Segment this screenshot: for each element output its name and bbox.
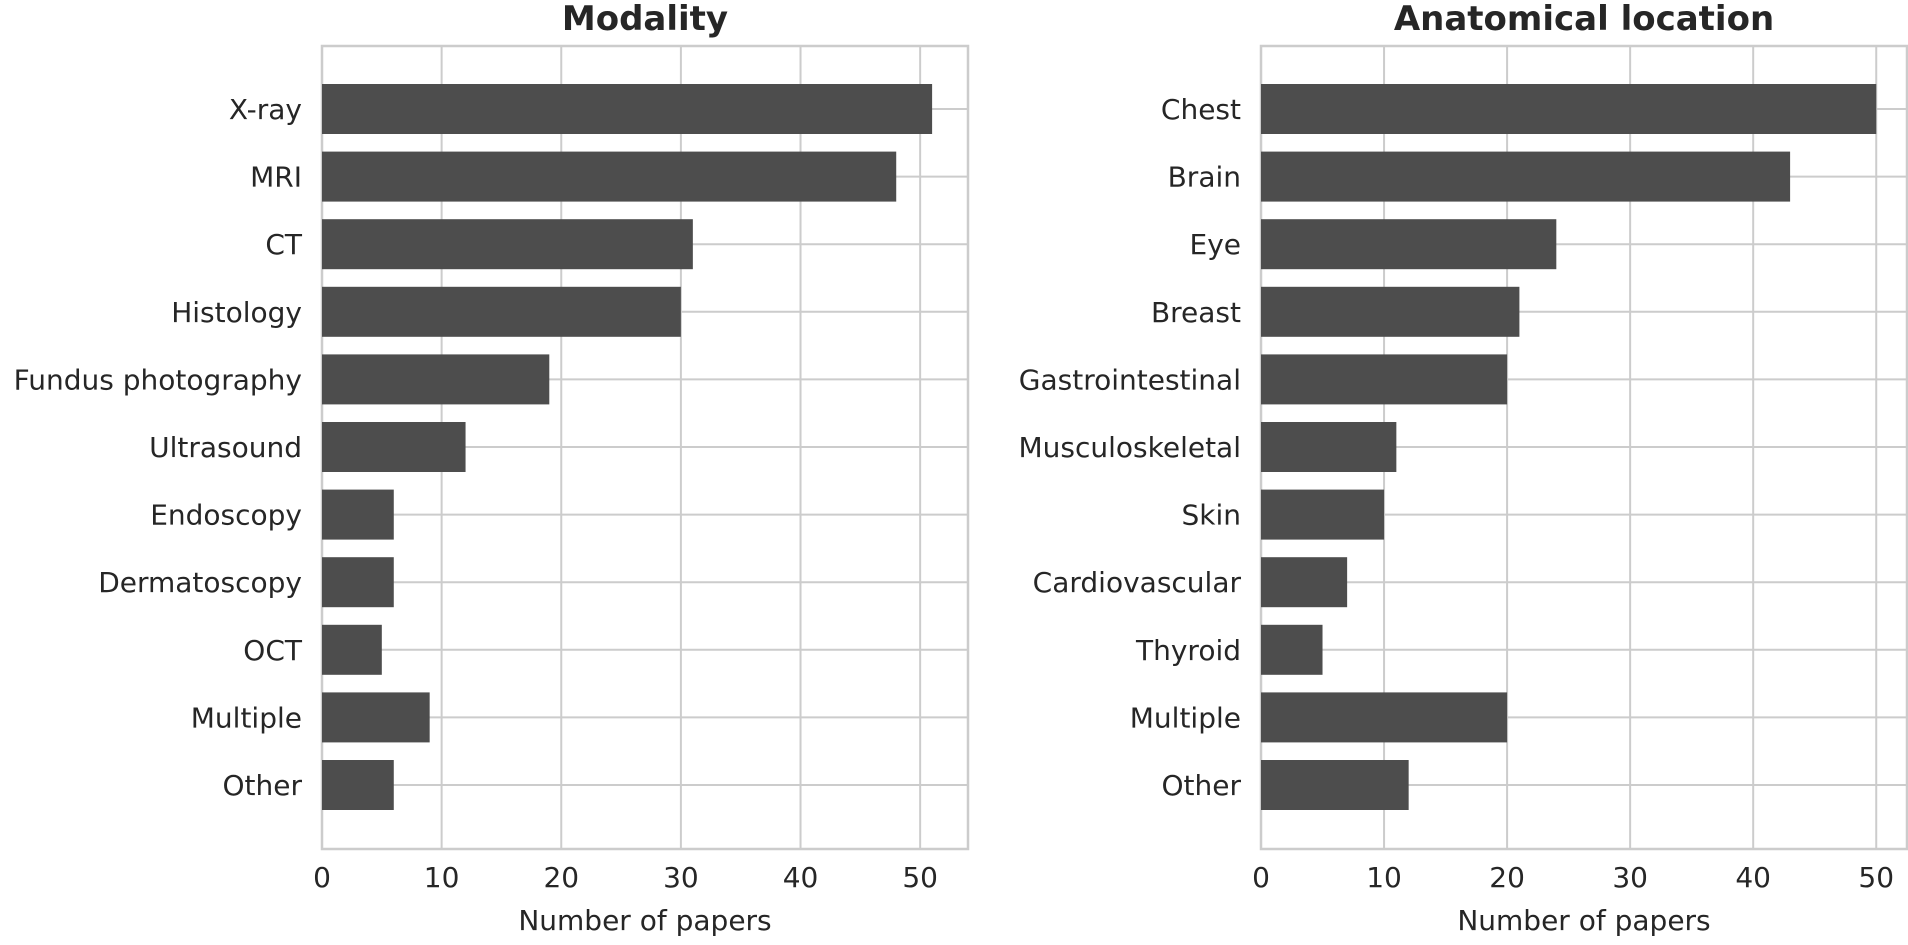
category-label: Eye [1190,228,1242,261]
category-label: Other [1161,769,1241,802]
bar-fundus-photography [322,354,550,405]
x-tick-label: 30 [1612,861,1648,894]
bar-histology [322,286,681,337]
bar-ultrasound [322,422,466,472]
bar-oct [322,624,382,675]
category-label: Multiple [191,701,302,734]
x-tick-label: 50 [1858,861,1894,894]
x-tick-label: 0 [1252,861,1270,894]
x-tick-label: 0 [313,861,331,894]
x-axis-label: Number of papers [1457,904,1710,937]
x-tick-label: 10 [1366,861,1402,894]
category-label: CT [265,228,303,261]
bar-other [322,760,394,810]
bar-dermatoscopy [322,557,394,608]
bar-musculoskeletal [1261,422,1397,472]
category-label: Dermatoscopy [98,566,302,599]
x-tick-label: 50 [902,861,938,894]
bar-thyroid [1261,624,1323,675]
x-tick-label: 20 [1489,861,1525,894]
bar-other [1261,760,1409,810]
category-label: Chest [1161,93,1241,126]
bar-cardiovascular [1261,557,1348,608]
x-tick-label: 40 [1735,861,1771,894]
bar-gastrointestinal [1261,354,1508,405]
category-label: Endoscopy [150,499,302,532]
x-tick-label: 40 [783,861,819,894]
category-label: Thyroid [1135,634,1241,667]
category-label: Multiple [1130,701,1241,734]
category-label: Histology [171,296,302,329]
category-label: Fundus photography [14,363,302,396]
bar-eye [1261,219,1557,270]
bar-skin [1261,489,1385,540]
x-tick-label: 30 [663,861,699,894]
modality-chart: 0 10 20 30 40 50 X-ray MRI CT Histology Fundus pho… [14,0,970,937]
bar-multiple [1261,692,1508,743]
category-label: Breast [1151,296,1241,329]
x-axis-label: Number of papers [518,904,771,937]
category-label: Other [222,769,302,802]
bar-ct [322,219,693,270]
category-label: MRI [250,161,302,194]
bar-mri [322,151,897,202]
category-label: X-ray [229,93,302,126]
anatomical-location-chart: 0 10 20 30 40 50 Chest Brain Eye Breast Gastrointe… [1019,0,1908,937]
category-label: Gastrointestinal [1019,363,1241,396]
category-label: OCT [243,634,303,667]
bar-brain [1261,151,1791,202]
category-label: Ultrasound [149,431,302,464]
category-label: Skin [1181,499,1241,532]
bar-chest [1261,84,1877,134]
bar-x-ray [322,84,933,134]
chart-title: Modality [562,0,728,39]
category-label: Musculoskeletal [1019,431,1242,464]
bar-breast [1261,286,1520,337]
category-label: Brain [1168,161,1241,194]
bar-endoscopy [322,489,394,540]
x-tick-label: 10 [424,861,460,894]
x-tick-label: 20 [543,861,579,894]
category-label: Cardiovascular [1033,566,1242,599]
chart-title: Anatomical location [1394,0,1774,39]
bar-multiple [322,692,430,743]
